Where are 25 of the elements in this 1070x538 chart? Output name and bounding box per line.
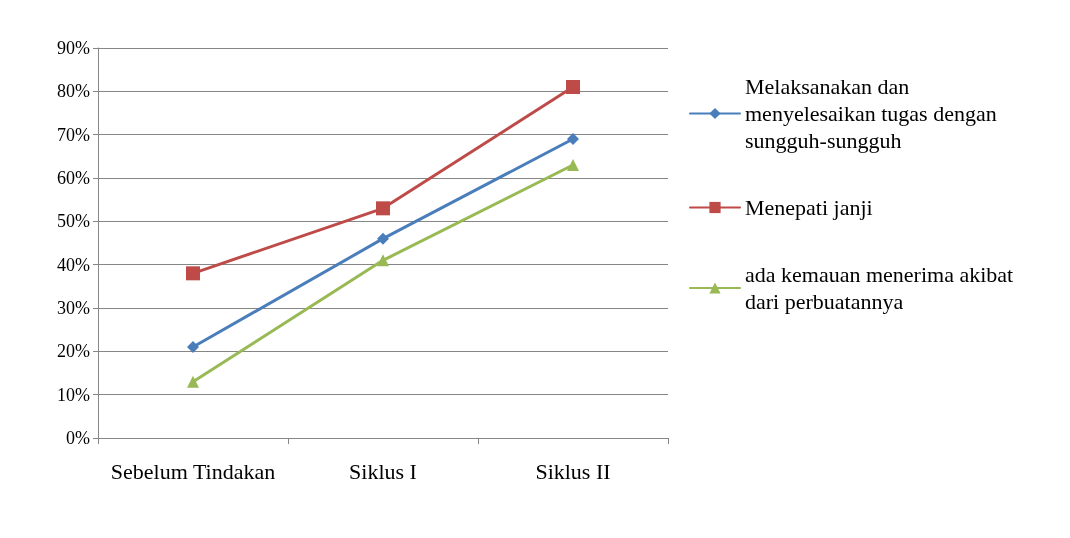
point [186,266,200,281]
point [567,133,579,145]
y-tick-label: 80% [57,81,90,102]
y-tick-label: 30% [57,298,90,318]
point [376,201,390,216]
y-tick-label: 60% [57,168,90,188]
point [567,159,579,171]
point [187,375,199,388]
y-tick-label: 20% [57,341,90,362]
point [377,254,389,267]
y-tick-label: 90% [57,38,90,58]
x-tick-label: Siklus I [349,458,417,484]
legend-label: Melaksanakan dan menyelesaikan tugas dengan sungguh-sungguh [745,74,1003,153]
x-tick-label: Siklus II [535,458,611,484]
legend-label: Menepati janji [745,195,873,220]
point [566,80,580,94]
legend-label: ada kemauan menerima akibat dari perbuatannya [745,262,1019,314]
y-tick-label: 50% [57,211,90,232]
y-tick-label: 40% [57,254,90,275]
y-tick-label: 10% [57,384,90,405]
point [377,232,389,245]
y-tick-label: 70% [57,124,90,145]
point [187,341,199,353]
y-tick-label: 0% [66,428,90,448]
x-tick-label: Sebelum Tindakan [110,458,276,484]
